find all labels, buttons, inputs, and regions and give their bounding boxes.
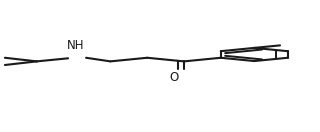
Text: NH: NH	[67, 39, 84, 52]
Text: O: O	[170, 71, 179, 84]
